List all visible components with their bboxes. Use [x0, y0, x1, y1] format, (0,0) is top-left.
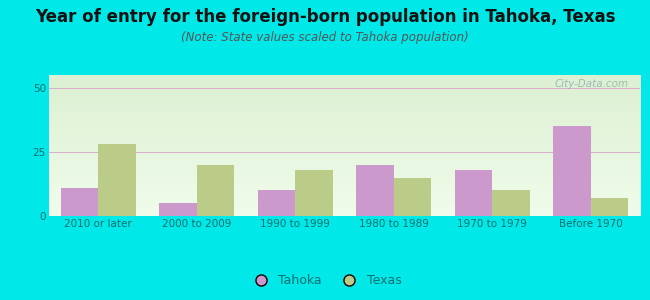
Bar	[455, 170, 493, 216]
Bar	[258, 190, 295, 216]
Bar	[591, 198, 629, 216]
Bar	[98, 144, 135, 216]
Bar	[196, 165, 234, 216]
Bar	[394, 178, 431, 216]
Bar	[356, 165, 394, 216]
Bar	[554, 126, 591, 216]
Bar	[295, 170, 333, 216]
Text: City-Data.com: City-Data.com	[554, 79, 629, 89]
Bar	[159, 203, 196, 216]
Bar	[493, 190, 530, 216]
Text: (Note: State values scaled to Tahoka population): (Note: State values scaled to Tahoka pop…	[181, 32, 469, 44]
Bar	[60, 188, 98, 216]
Text: Year of entry for the foreign-born population in Tahoka, Texas: Year of entry for the foreign-born popul…	[34, 8, 616, 26]
Legend: Tahoka, Texas: Tahoka, Texas	[243, 269, 407, 292]
